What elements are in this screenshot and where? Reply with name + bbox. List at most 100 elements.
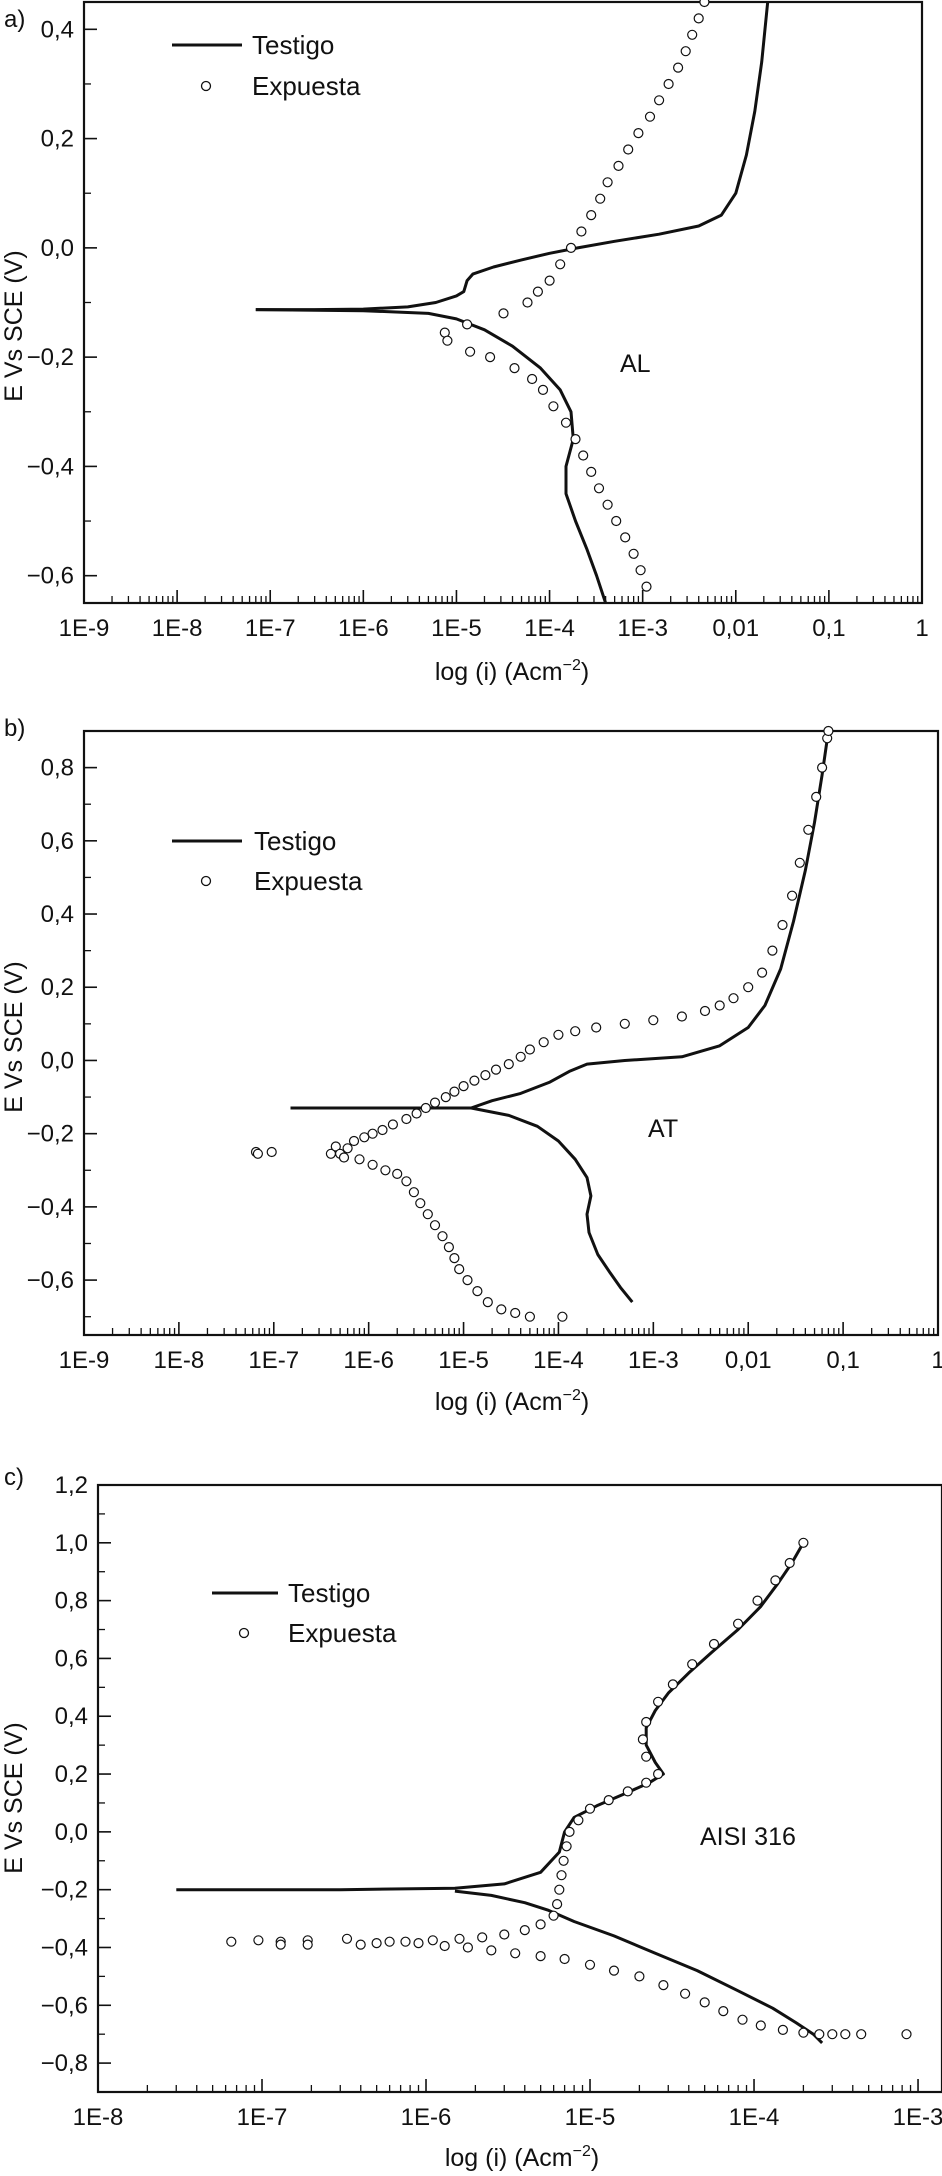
y-tick-label: 0,6 xyxy=(55,1645,88,1672)
expuesta-point xyxy=(840,2029,851,2040)
expuesta-point xyxy=(486,1945,497,1956)
expuesta-point xyxy=(699,0,710,8)
expuesta-point xyxy=(576,226,587,237)
expuesta-point xyxy=(440,1091,451,1103)
expuesta-point xyxy=(595,193,606,204)
panel-c: c) E Vs SCE (V) log (i) (Acm−2) AISI 316… xyxy=(0,1464,942,2172)
panel-tag: a) xyxy=(4,6,25,33)
expuesta-point xyxy=(584,1803,596,1814)
testigo-curve-branch-2 xyxy=(454,1889,824,2044)
legend-label-expuesta: Expuesta xyxy=(254,866,363,896)
expuesta-point xyxy=(620,532,631,543)
expuesta-point xyxy=(628,548,639,559)
expuesta-point xyxy=(641,1751,652,1762)
y-tick-label: −0,4 xyxy=(27,1194,74,1221)
y-tick-label: −0,2 xyxy=(41,1877,88,1904)
y-tick-label: 1,2 xyxy=(55,1472,88,1499)
expuesta-point xyxy=(509,363,520,374)
y-tick-label: 0,8 xyxy=(41,755,74,782)
expuesta-point xyxy=(644,111,656,122)
expuesta-point xyxy=(611,515,622,527)
legend-label-testigo: Testigo xyxy=(254,826,336,856)
expuesta-point xyxy=(490,1064,502,1075)
legend-label-testigo: Testigo xyxy=(288,1578,370,1608)
alloy-annotation: AL xyxy=(620,350,651,378)
expuesta-point xyxy=(499,1929,510,1940)
y-tick-label: −0,2 xyxy=(27,344,74,371)
expuesta-point xyxy=(342,1143,353,1154)
expuesta-point xyxy=(564,1826,575,1838)
expuesta-point xyxy=(560,417,572,428)
testigo-curve-branch-2 xyxy=(255,308,608,604)
expuesta-point xyxy=(557,1311,568,1322)
expuesta-point xyxy=(641,1777,652,1788)
expuesta-point xyxy=(354,1154,365,1165)
expuesta-point xyxy=(551,1898,563,1910)
expuesta-point xyxy=(699,1997,710,2008)
x-tick-label: 1E-6 xyxy=(338,615,389,642)
expuesta-point xyxy=(472,1285,483,1297)
expuesta-point xyxy=(570,434,581,445)
expuesta-point xyxy=(252,1148,263,1159)
expuesta-point xyxy=(573,1815,584,1826)
expuesta-point xyxy=(679,1988,691,1999)
x-tick-label: 1E-7 xyxy=(245,615,296,642)
expuesta-point xyxy=(429,1097,441,1108)
x-tick-label: 1E-8 xyxy=(152,615,203,642)
expuesta-point xyxy=(359,1132,370,1143)
expuesta-point xyxy=(367,1159,378,1170)
testigo-curve-branch-1 xyxy=(290,730,830,1110)
legend-circle-swatch xyxy=(200,875,212,887)
x-tick-label: 0,01 xyxy=(725,1347,772,1374)
expuesta-point xyxy=(519,1924,530,1936)
expuesta-point xyxy=(687,1659,698,1670)
plot-frame xyxy=(82,729,940,1337)
expuesta-point xyxy=(798,1537,809,1548)
x-axis-title: log (i) (Acm−2) xyxy=(435,1387,589,1416)
expuesta-point xyxy=(856,2029,867,2040)
expuesta-point xyxy=(537,384,549,395)
expuesta-point xyxy=(755,2020,766,2031)
expuesta-point xyxy=(663,78,674,90)
expuesta-point xyxy=(652,1696,664,1707)
expuesta-point xyxy=(811,791,822,803)
x-tick-label: 1E-4 xyxy=(524,615,575,642)
plot-frame xyxy=(96,1483,942,2094)
x-tick-label: 1E-5 xyxy=(438,1347,489,1374)
panel-tag: c) xyxy=(4,1464,24,1491)
y-tick-label: −0,2 xyxy=(27,1121,74,1148)
y-tick-label: 0,2 xyxy=(41,126,74,153)
expuesta-point xyxy=(786,890,798,901)
expuesta-point xyxy=(578,450,589,461)
expuesta-point xyxy=(449,1086,460,1097)
expuesta-point xyxy=(770,1575,781,1586)
x-tick-label: 1E-4 xyxy=(729,2104,780,2131)
expuesta-point xyxy=(330,1141,341,1152)
x-tick-label: 1E-6 xyxy=(401,2104,452,2131)
legend: Testigo Expuesta xyxy=(212,1578,397,1648)
expuesta-point xyxy=(767,945,778,956)
expuesta-point xyxy=(427,1935,438,1946)
x-tick-label: 0,1 xyxy=(812,615,845,642)
panel-a: a) E Vs SCE (V) log (i) (Acm−2) AL Testi… xyxy=(0,0,929,686)
legend-label-expuesta: Expuesta xyxy=(288,1618,397,1648)
expuesta-point xyxy=(591,1022,602,1033)
expuesta-point xyxy=(411,1108,422,1119)
x-tick-label: 1E-3 xyxy=(628,1347,679,1374)
expuesta-point xyxy=(266,1146,277,1158)
testigo-curve-branch-1 xyxy=(255,1,770,312)
expuesta-point xyxy=(496,1304,507,1315)
expuesta-point xyxy=(633,128,644,139)
expuesta-point xyxy=(619,1018,630,1029)
expuesta-point xyxy=(462,1942,473,1953)
expuesta-point xyxy=(477,1932,488,1943)
expuesta-point xyxy=(558,1855,569,1866)
expuesta-point xyxy=(623,144,634,155)
expuesta-point xyxy=(816,762,828,773)
alloy-annotation: AT xyxy=(648,1115,678,1143)
y-tick-label: 1,0 xyxy=(55,1530,88,1557)
legend-circle-swatch xyxy=(238,1627,250,1639)
expuesta-point xyxy=(693,13,704,24)
legend: Testigo Expuesta xyxy=(172,30,361,101)
expuesta-point xyxy=(613,160,624,171)
